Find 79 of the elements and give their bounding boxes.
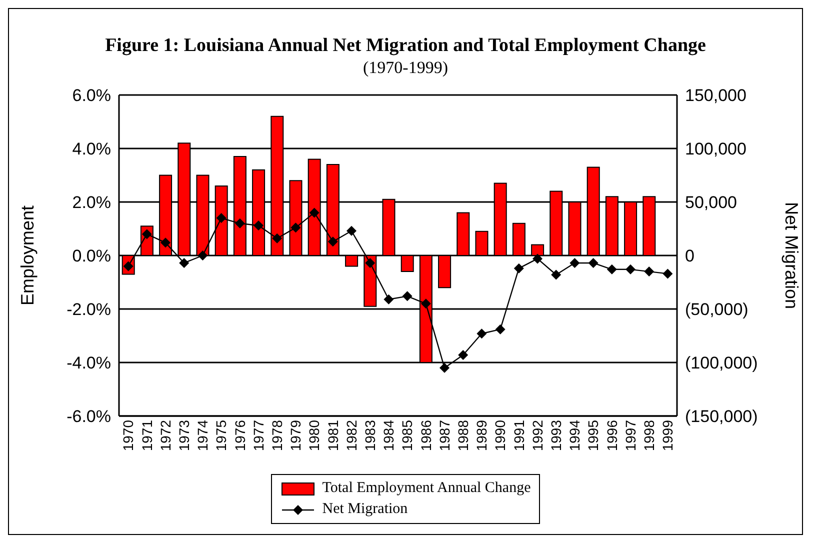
chart-title: Figure 1: Louisiana Annual Net Migration and Total Employment Change <box>104 35 707 57</box>
x-tick-label: 1991 <box>510 420 527 452</box>
point <box>588 258 598 268</box>
x-tick-label: 1988 <box>455 420 472 452</box>
x-tick-label: 1995 <box>585 420 602 452</box>
point <box>254 220 264 231</box>
x-tick-label: 1996 <box>604 420 620 452</box>
y-tick-label: 6.0% <box>72 86 111 106</box>
x-tick-label: 1970 <box>120 420 136 452</box>
point <box>644 266 654 277</box>
legend-label: Total Employment Annual Change <box>322 480 531 497</box>
point <box>160 238 170 248</box>
x-tick-label: 1997 <box>622 420 638 452</box>
point <box>476 328 487 339</box>
x-tick-label: 1975 <box>213 420 230 452</box>
y2-tick-label: 150,000 <box>685 86 746 106</box>
point <box>142 229 152 240</box>
point <box>458 350 468 360</box>
y2-tick-label: (50,000) <box>685 300 748 320</box>
y2-tick-label: (100,000) <box>685 354 758 373</box>
y-axis-title: Employment <box>17 205 38 306</box>
x-tick-label: 1973 <box>176 420 192 452</box>
point <box>346 226 356 236</box>
x-tick-label: 1983 <box>362 420 378 452</box>
x-tick-label: 1978 <box>269 420 286 452</box>
point <box>551 270 562 280</box>
x-tick-label: 1989 <box>474 420 490 452</box>
y2-tick-label: 50,000 <box>685 193 737 212</box>
point <box>420 298 431 309</box>
y-tick-label: 2.0% <box>72 193 111 212</box>
point <box>532 254 542 264</box>
point <box>384 294 394 304</box>
y2-tick-label: (150,000) <box>685 407 758 426</box>
x-tick-label: 1982 <box>343 420 360 452</box>
point <box>606 264 617 274</box>
x-tick-label: 1976 <box>232 420 248 452</box>
x-tick-label: 1971 <box>138 420 155 452</box>
x-tick-label: 1981 <box>324 420 341 452</box>
x-tick-label: 1990 <box>492 420 508 452</box>
x-tick-label: 1985 <box>399 420 416 452</box>
x-tick-label: 1986 <box>418 420 434 452</box>
point <box>662 268 673 279</box>
x-tick-label: 1972 <box>157 420 174 452</box>
point <box>402 291 412 302</box>
x-tick-label: 1977 <box>250 420 266 452</box>
y2-tick-label: 0 <box>685 246 694 266</box>
x-tick-label: 1979 <box>288 420 304 452</box>
point <box>570 258 580 268</box>
point <box>514 263 524 274</box>
x-tick-label: 1980 <box>306 420 322 452</box>
x-tick-label: 1987 <box>436 420 452 452</box>
x-tick-label: 1998 <box>641 420 658 452</box>
x-tick-label: 1999 <box>660 420 676 452</box>
point <box>272 233 282 244</box>
x-tick-label: 1984 <box>380 420 397 452</box>
x-tick-label: 1994 <box>566 420 583 452</box>
point <box>309 208 320 218</box>
y-tick-label: -2.0% <box>66 300 111 320</box>
x-tick-label: 1992 <box>529 420 546 452</box>
point <box>495 324 506 334</box>
x-tick-label: 1993 <box>548 420 564 452</box>
y2-tick-label: 100,000 <box>685 140 746 159</box>
point <box>198 250 208 260</box>
x-tick-label: 1974 <box>194 420 211 452</box>
point <box>234 218 245 228</box>
point <box>216 213 226 224</box>
point <box>440 362 450 373</box>
point <box>328 236 338 247</box>
y-tick-label: 4.0% <box>72 140 111 159</box>
chart-subtitle: (1970-1999) <box>362 57 449 79</box>
point <box>290 222 301 233</box>
y-tick-label: 0.0% <box>72 246 111 266</box>
y-tick-label: -4.0% <box>66 354 111 373</box>
point <box>179 258 190 268</box>
y2-axis-title: Net Migration <box>782 202 802 310</box>
y-tick-label: -6.0% <box>66 407 111 426</box>
point <box>626 264 636 274</box>
point <box>365 258 376 268</box>
legend-label: Net Migration <box>322 501 408 518</box>
